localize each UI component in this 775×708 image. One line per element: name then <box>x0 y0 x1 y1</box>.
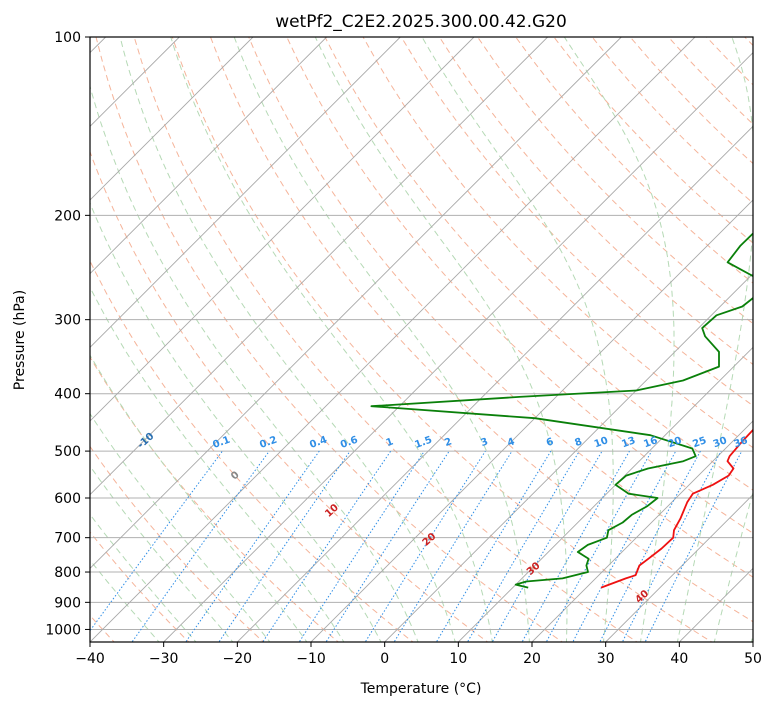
isotherm-line <box>90 37 401 348</box>
isotherm-line <box>90 37 254 201</box>
moist-adiabat-line <box>90 201 382 642</box>
isotherm-line <box>163 52 753 642</box>
x-tick-label: 30 <box>597 651 615 667</box>
x-axis-label: Temperature (°C) <box>360 681 482 697</box>
dry-adiabat-line <box>477 37 753 325</box>
isotherm-line <box>310 199 753 642</box>
mixing-ratio-label: 20 <box>667 435 684 450</box>
mixing-ratio-label: 13 <box>620 435 637 450</box>
dewpoint-profile-line <box>370 232 753 589</box>
x-tick-label: 20 <box>523 651 541 667</box>
mixing-ratio-line <box>572 450 677 642</box>
isotherm-line <box>90 37 475 422</box>
chart-title: wetPf2_C2E2.2025.300.00.42.G20 <box>275 12 567 32</box>
mixing-ratio-line <box>491 450 603 642</box>
x-tick-label: −20 <box>223 651 253 667</box>
isotherm-line <box>531 420 753 642</box>
mixing-ratio-line <box>325 450 450 642</box>
isotherm-line <box>90 37 548 496</box>
mixing-ratio-label: 8 <box>573 436 583 449</box>
x-tick-label: −30 <box>149 651 179 667</box>
mixing-ratio-line <box>545 450 653 642</box>
mixing-ratio-line <box>131 450 270 642</box>
x-axis-ticks: −40 −30 −20 −10 0 10 20 30 40 50 <box>75 642 762 667</box>
isotherm-lines <box>90 37 753 642</box>
y-tick-label: 600 <box>54 491 81 507</box>
x-tick-label: 50 <box>744 651 762 667</box>
mixing-ratio-line <box>644 450 743 642</box>
y-tick-label: 500 <box>54 444 81 460</box>
mixing-ratio-label: 6 <box>545 436 555 449</box>
isotherm-line <box>90 37 327 275</box>
mixing-ratio-line <box>298 450 425 642</box>
y-axis-ticks: 100 200 300 400 500 600 700 800 900 1000 <box>45 30 90 638</box>
isotherm-line <box>605 494 753 642</box>
y-tick-label: 1000 <box>45 622 81 638</box>
mixing-ratio-label: 3 <box>479 436 489 449</box>
dry-adiabat-line <box>324 37 753 491</box>
mixing-ratio-label: 36 <box>733 435 750 450</box>
mixing-ratio-label: 25 <box>691 435 708 450</box>
y-tick-label: 300 <box>54 313 81 329</box>
mixing-ratio-line <box>393 450 513 642</box>
mixing-ratio-lines <box>90 450 743 642</box>
moist-adiabat-line <box>90 84 419 642</box>
profile-series <box>370 232 753 589</box>
plot-area: -100-90-80-70-60-50-40-30-20-10010203040… <box>90 37 753 642</box>
temperature-profile-line <box>600 428 753 589</box>
mixing-ratio-line <box>599 450 701 642</box>
dry-adiabat-line <box>90 259 414 642</box>
isotherm-line <box>237 125 753 642</box>
dry-adiabat-line <box>400 37 753 407</box>
mixing-ratio-label: 16 <box>642 435 659 450</box>
mixing-ratio-label: 4 <box>506 436 516 449</box>
x-tick-label: 10 <box>449 651 467 667</box>
x-tick-label: −40 <box>75 651 105 667</box>
x-tick-label: 0 <box>380 651 389 667</box>
mixing-ratio-line <box>621 450 722 642</box>
plot-frame <box>89 36 754 643</box>
mixing-ratio-line <box>364 450 486 642</box>
mixing-ratio-label: 10 <box>593 435 610 450</box>
isotherm-line <box>90 37 696 642</box>
dry-adiabat-line <box>286 37 753 534</box>
y-tick-label: 700 <box>54 531 81 547</box>
mixing-ratio-line <box>185 450 320 642</box>
y-tick-label: 900 <box>54 595 81 611</box>
isotherm-line <box>384 273 753 642</box>
mixing-ratio-label: 1 <box>385 436 395 449</box>
y-tick-label: 200 <box>54 208 81 224</box>
mixing-ratio-label: 2 <box>443 436 453 449</box>
mixing-ratio-line <box>90 450 223 632</box>
x-tick-label: −10 <box>296 651 326 667</box>
dry-adiabat-line <box>438 37 753 366</box>
y-axis-label: Pressure (hPa) <box>12 290 28 390</box>
y-tick-label: 400 <box>54 387 81 403</box>
dry-adiabat-line <box>248 37 753 578</box>
isobar-gridlines <box>90 37 753 630</box>
x-tick-label: 40 <box>670 651 688 667</box>
dry-adiabat-line <box>362 37 753 449</box>
y-tick-label: 100 <box>54 30 81 46</box>
isotherm-line <box>458 346 753 642</box>
mixing-ratio-line <box>521 450 630 642</box>
y-tick-label: 800 <box>54 565 81 581</box>
isotherm-line <box>90 37 622 569</box>
mixing-ratio-label: 30 <box>712 435 729 450</box>
